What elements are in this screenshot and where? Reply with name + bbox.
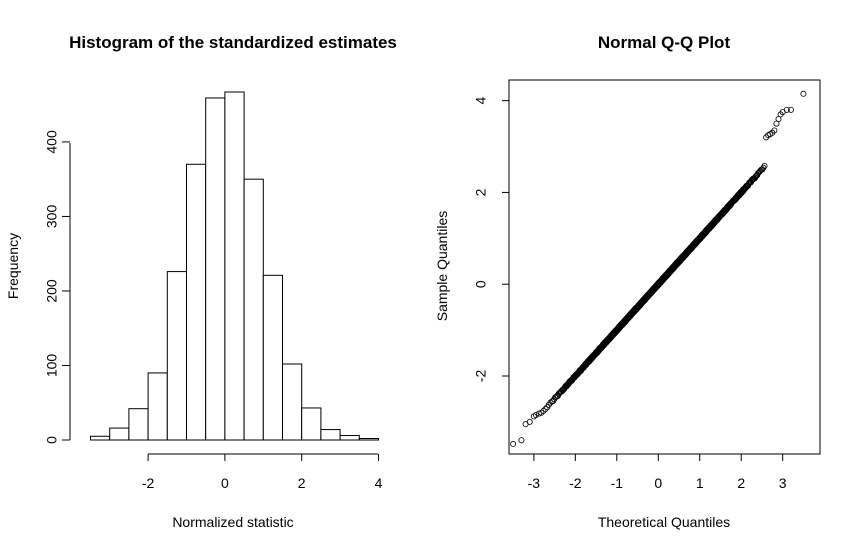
qq-x-tick-label: -1	[611, 475, 624, 491]
qq-y-tick-label: 2	[473, 188, 489, 196]
qq-point	[800, 90, 807, 97]
histogram-bar	[147, 372, 168, 441]
qq-point	[510, 440, 517, 447]
histogram-y-ticks: 0 100 200 300 400	[44, 130, 70, 444]
qq-points	[510, 90, 807, 447]
qq-x-tick-label: -3	[528, 475, 541, 491]
histogram-bar	[90, 435, 111, 441]
histogram-bar	[262, 274, 283, 441]
qq-panel: Normal Q-Q Plot -3 -2 -1 0 1 2 3 -2 0 2 4 Theoret…	[434, 33, 821, 530]
histogram-bar	[282, 363, 303, 441]
qq-x-tick-label: 2	[737, 475, 745, 491]
histogram-y-tick-label: 300	[44, 205, 60, 229]
qq-point	[538, 409, 545, 416]
histogram-x-label: Normalized statistic	[172, 514, 293, 530]
qq-point	[518, 437, 525, 444]
qq-point	[547, 399, 554, 406]
qq-plot-box	[508, 79, 821, 455]
histogram-bar	[339, 435, 360, 441]
histogram-x-tick-label: 2	[298, 475, 306, 491]
qq-y-tick-label: -2	[473, 370, 489, 383]
qq-x-tick-label: 1	[696, 475, 704, 491]
qq-point	[532, 411, 539, 418]
histogram-x-tick-label: 4	[375, 475, 383, 491]
qq-point	[783, 106, 790, 113]
qq-point	[526, 418, 533, 425]
qq-point	[771, 127, 778, 134]
histogram-y-tick-label: 100	[44, 354, 60, 378]
qq-x-label: Theoretical Quantiles	[598, 514, 730, 530]
histogram-bar	[243, 178, 264, 441]
histogram-y-tick-label: 0	[44, 436, 60, 444]
histogram-bar	[205, 97, 226, 441]
histogram-bars	[90, 91, 379, 441]
qq-x-tick-label: -2	[569, 475, 582, 491]
histogram-x-tick-label: -2	[142, 475, 155, 491]
histogram-title: Histogram of the standardized estimates	[69, 33, 397, 52]
qq-y-tick-label: 4	[473, 97, 489, 105]
histogram-bar	[186, 163, 207, 441]
qq-point	[535, 410, 542, 417]
qq-x-ticks: -3 -2 -1 0 1 2 3	[528, 454, 787, 491]
histogram-bar	[301, 407, 322, 441]
qq-title: Normal Q-Q Plot	[598, 33, 731, 52]
histogram-y-tick-label: 200	[44, 279, 60, 303]
histogram-y-tick-label: 400	[44, 130, 60, 154]
histogram-panel: Histogram of the standardized estimates …	[5, 33, 397, 530]
qq-point	[542, 406, 549, 413]
histogram-bar	[224, 91, 245, 441]
qq-point	[540, 407, 547, 414]
qq-x-tick-label: 0	[654, 475, 662, 491]
qq-y-label: Sample Quantiles	[434, 211, 450, 322]
histogram-bar	[166, 271, 188, 441]
qq-y-tick-label: 0	[473, 280, 489, 288]
qq-x-tick-label: 3	[779, 475, 787, 491]
histogram-x-tick-label: 0	[221, 475, 229, 491]
qq-point	[787, 106, 794, 113]
histogram-bar	[128, 408, 149, 441]
histogram-bar	[358, 438, 379, 441]
histogram-bar	[320, 429, 341, 441]
histogram-bar	[109, 427, 130, 441]
qq-y-ticks: -2 0 2 4	[473, 97, 509, 383]
qq-point	[761, 162, 768, 169]
histogram-x-ticks: -2 0 2 4	[142, 454, 383, 491]
histogram-y-label: Frequency	[5, 233, 21, 299]
